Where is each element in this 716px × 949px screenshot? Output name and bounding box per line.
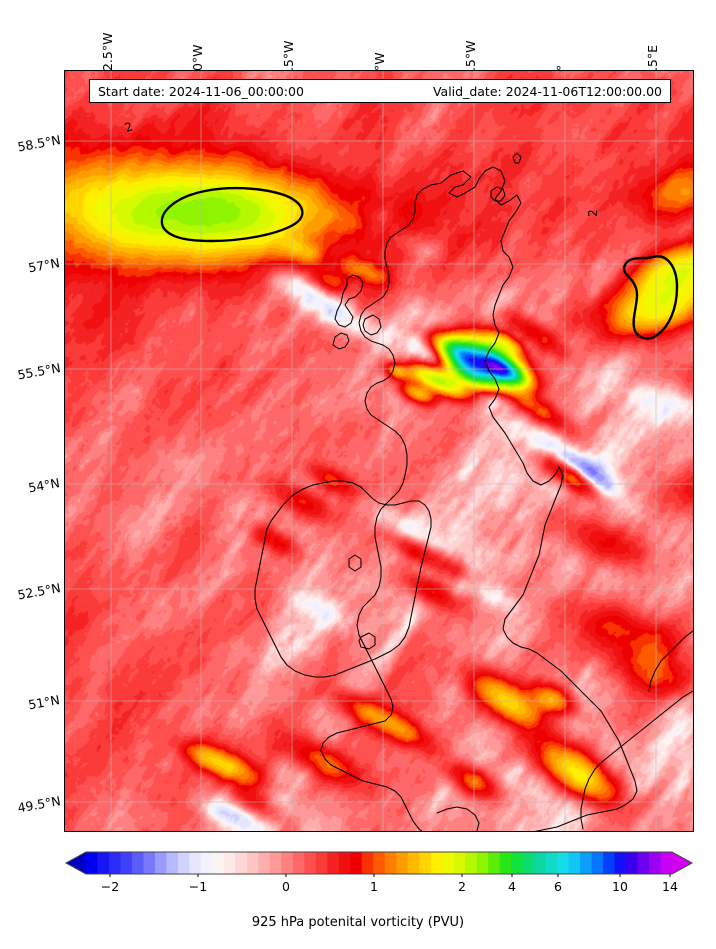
coastlines (254, 152, 693, 831)
lat-tick-label-3: 54°N (27, 475, 62, 496)
colorbar-tick-8: 14 (662, 879, 678, 894)
map-gridlines (65, 71, 693, 831)
coastline-segment-3 (332, 332, 350, 350)
colorbar-tick-5: 4 (508, 879, 516, 894)
coastline-segment-9 (580, 690, 693, 830)
lat-tick-label-0: 58.5°N (15, 132, 62, 155)
colorbar-tick-1: −1 (188, 879, 208, 894)
contour-label-0: 2 (123, 119, 135, 135)
pv-contour-2pvu (160, 186, 679, 340)
coastline-segment-1 (254, 480, 432, 678)
date-info-banner: Start date: 2024-11-06_00:00:00 Valid_da… (89, 79, 671, 103)
lat-tick-label-4: 52.5°N (15, 580, 62, 603)
coastline-segment-8 (348, 554, 362, 572)
colorbar-tick-6: 6 (554, 879, 562, 894)
colorbar-tick-2: 0 (282, 879, 290, 894)
valid-date-text: Valid_date: 2024-11-06T12:00:00.00 (432, 83, 662, 99)
colorbar-tick-7: 10 (612, 879, 628, 894)
lat-tick-label-5: 51°N (27, 692, 62, 713)
coastline-segment-7 (358, 632, 376, 650)
contour-line-0 (160, 186, 304, 243)
contour-line-1 (622, 255, 679, 340)
contour-label-1: 2 (586, 209, 600, 217)
coastline-segment-11 (436, 806, 480, 831)
lat-tick-label-2: 55.5°N (15, 360, 62, 383)
colorbar[interactable]: −2 −1 0 1 2 4 6 10 14 (64, 851, 694, 894)
colorbar-tick-3: 1 (370, 879, 378, 894)
start-date-text: Start date: 2024-11-06_00:00:00 (98, 83, 304, 99)
colorbar-gradient (64, 851, 694, 877)
coastline-segment-4 (362, 314, 382, 336)
coastline-segment-6 (512, 152, 522, 164)
coastline-segment-5 (490, 186, 506, 202)
pv-field-heatmap (65, 71, 693, 831)
colorbar-title: 925 hPa potenital vorticity (PVU) (251, 915, 465, 930)
coastline-segment-0 (320, 166, 638, 831)
coastline-segment-2 (334, 274, 364, 328)
lat-tick-label-1: 57°N (27, 255, 62, 276)
coastline-segment-10 (648, 630, 693, 692)
lat-tick-label-6: 49.5°N (15, 793, 62, 816)
map-overlay-layer: 22 (65, 71, 693, 831)
colorbar-tick-4: 2 (458, 879, 466, 894)
colorbar-tick-0: −2 (100, 879, 120, 894)
